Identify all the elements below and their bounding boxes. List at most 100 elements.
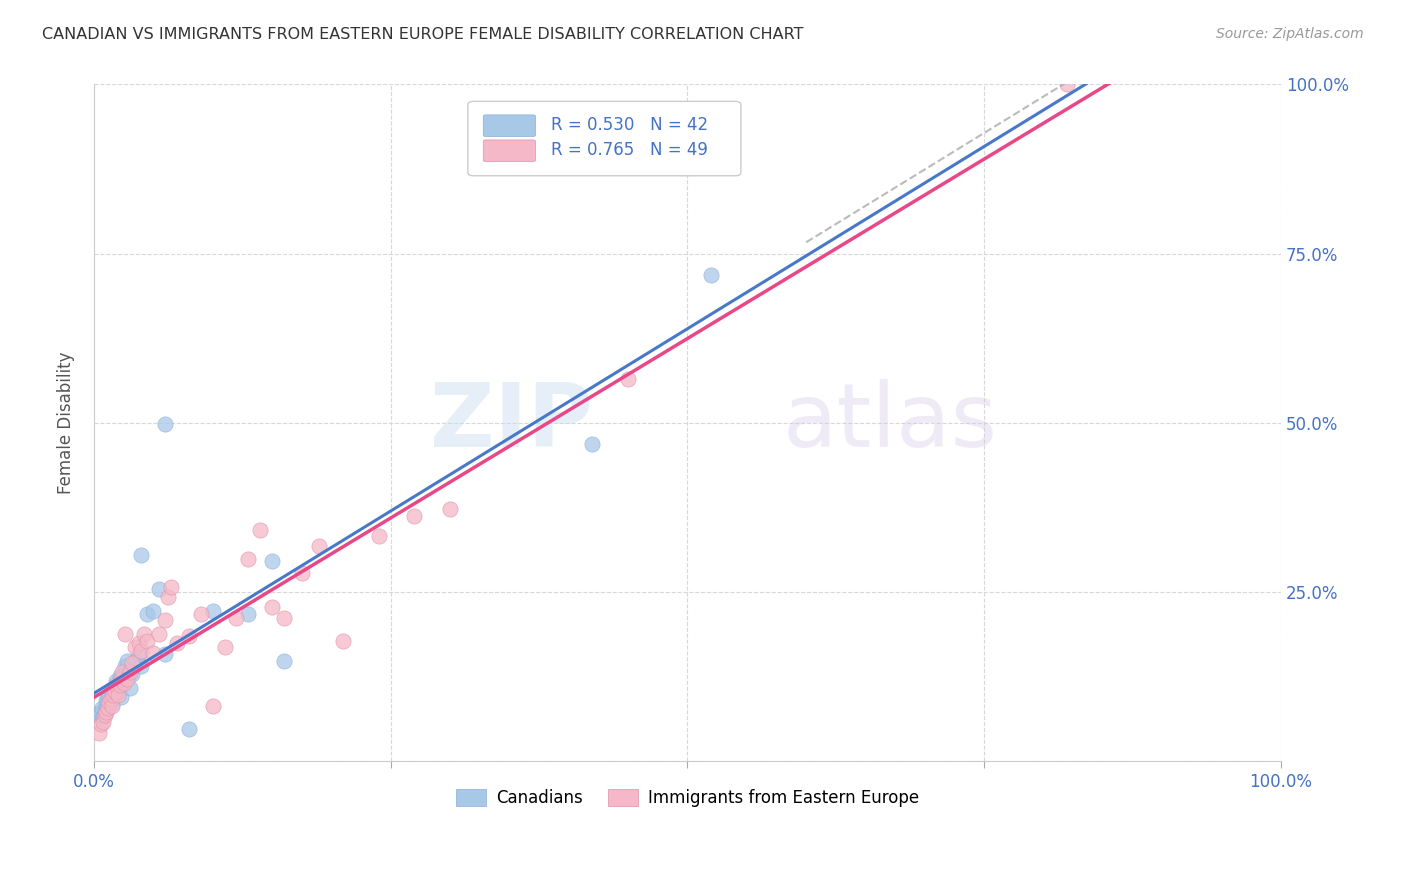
Text: CANADIAN VS IMMIGRANTS FROM EASTERN EUROPE FEMALE DISABILITY CORRELATION CHART: CANADIAN VS IMMIGRANTS FROM EASTERN EURO… [42, 27, 804, 42]
Point [308, 539, 330, 553]
Point [124, 654, 146, 668]
Point [439, 502, 461, 516]
Point [131, 644, 153, 658]
Text: R = 0.765   N = 49: R = 0.765 N = 49 [551, 141, 707, 159]
Point [177, 722, 200, 736]
Point [142, 646, 165, 660]
Point [104, 685, 127, 699]
Point [103, 686, 125, 700]
Point [108, 678, 131, 692]
Point [617, 372, 640, 386]
Point [153, 417, 176, 431]
Point [136, 633, 159, 648]
Point [148, 582, 170, 596]
Point [93, 710, 115, 724]
Point [112, 666, 135, 681]
Point [153, 647, 176, 661]
Point [93, 703, 115, 717]
Point [110, 690, 132, 704]
Point [249, 523, 271, 537]
Legend: Canadians, Immigrants from Eastern Europe: Canadians, Immigrants from Eastern Europ… [450, 782, 925, 814]
Point [101, 688, 124, 702]
Point [136, 607, 159, 621]
Text: Source: ZipAtlas.com: Source: ZipAtlas.com [1216, 27, 1364, 41]
Text: atlas: atlas [782, 379, 997, 467]
Point [201, 698, 224, 713]
Point [131, 659, 153, 673]
Text: ZIP: ZIP [430, 379, 592, 467]
Point [132, 627, 155, 641]
Point [581, 437, 603, 451]
Point [100, 698, 122, 713]
Point [225, 610, 247, 624]
Point [89, 708, 111, 723]
FancyBboxPatch shape [468, 102, 741, 176]
Point [107, 685, 129, 699]
Point [118, 665, 141, 679]
Point [100, 697, 122, 711]
Point [114, 659, 136, 673]
Point [115, 654, 138, 668]
Point [98, 694, 121, 708]
Point [260, 599, 283, 614]
Point [118, 681, 141, 695]
Point [260, 554, 283, 568]
Point [128, 635, 150, 649]
Point [291, 566, 314, 580]
Point [177, 629, 200, 643]
Point [114, 627, 136, 641]
Point [367, 529, 389, 543]
Point [100, 691, 122, 706]
Point [128, 647, 150, 661]
Point [105, 674, 128, 689]
Point [112, 676, 135, 690]
Point [87, 725, 110, 739]
Point [1056, 78, 1078, 92]
Point [91, 701, 114, 715]
FancyBboxPatch shape [484, 140, 536, 161]
Point [111, 665, 134, 679]
Point [98, 688, 121, 702]
Point [166, 635, 188, 649]
Point [90, 706, 112, 720]
Point [214, 640, 236, 655]
Point [110, 672, 132, 686]
Point [105, 678, 128, 692]
Point [156, 591, 179, 605]
Point [700, 268, 723, 283]
Point [93, 714, 115, 729]
Point [201, 604, 224, 618]
Point [86, 706, 108, 721]
Point [160, 580, 183, 594]
Point [90, 717, 112, 731]
Point [153, 613, 176, 627]
Point [100, 683, 122, 698]
Point [190, 607, 212, 621]
Point [96, 694, 118, 708]
Point [115, 672, 138, 686]
Point [131, 548, 153, 562]
FancyBboxPatch shape [484, 115, 536, 136]
Point [404, 509, 426, 524]
Point [94, 706, 117, 720]
Point [273, 610, 295, 624]
Point [148, 627, 170, 641]
Point [97, 701, 120, 715]
Point [332, 633, 354, 648]
Point [108, 678, 131, 692]
Point [104, 681, 127, 695]
Point [121, 667, 143, 681]
Point [121, 656, 143, 670]
Point [93, 708, 115, 723]
Text: R = 0.530   N = 42: R = 0.530 N = 42 [551, 116, 709, 134]
Point [97, 690, 120, 704]
Point [101, 691, 124, 706]
Point [142, 604, 165, 618]
Point [124, 640, 146, 655]
Point [238, 607, 260, 621]
Point [107, 688, 129, 702]
Point [273, 654, 295, 668]
Point [108, 669, 131, 683]
Point [94, 693, 117, 707]
Point [94, 698, 117, 713]
